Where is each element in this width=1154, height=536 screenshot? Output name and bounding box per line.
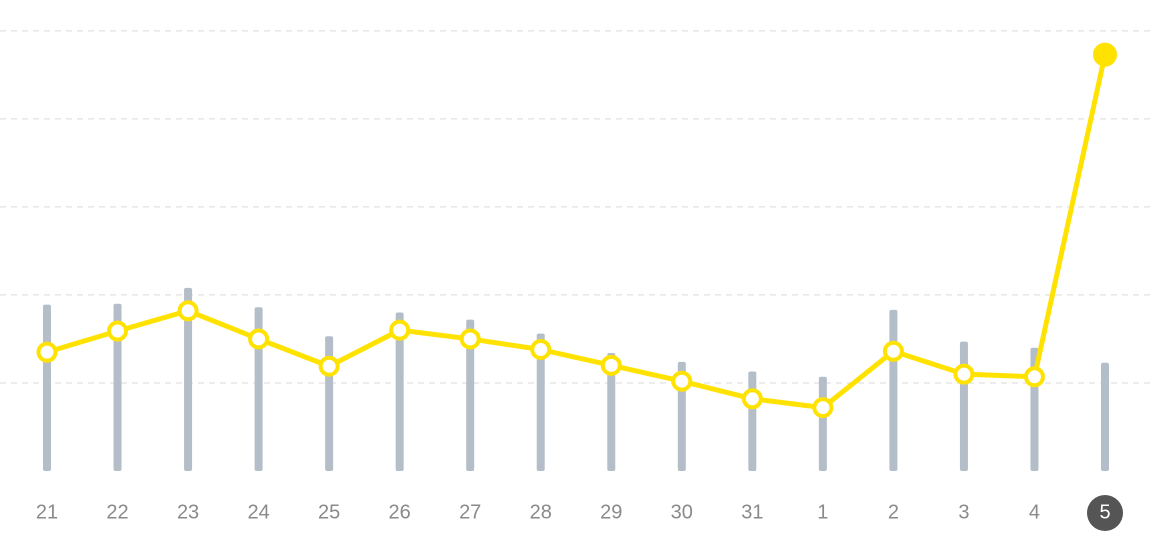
- x-tick-label: 27: [459, 501, 481, 523]
- x-tick-label: 3: [958, 501, 969, 523]
- line-point: [177, 300, 199, 322]
- bar: [818, 376, 827, 471]
- line-point: [248, 328, 270, 350]
- x-tick-label: 26: [389, 501, 411, 523]
- line-point: [36, 341, 58, 363]
- x-tick-label: 2: [888, 501, 899, 523]
- line-point: [389, 319, 411, 341]
- bar: [889, 309, 898, 471]
- x-tick-label: 23: [177, 501, 199, 523]
- line-point: [812, 397, 834, 419]
- line-point: [671, 370, 693, 392]
- line-point: [600, 354, 622, 376]
- x-tick-label: 25: [318, 501, 340, 523]
- line-point: [318, 355, 340, 377]
- x-tick-label: 21: [36, 501, 58, 523]
- line-point: [530, 339, 552, 361]
- bar: [466, 319, 475, 471]
- x-tick-label: 4: [1029, 501, 1040, 523]
- line-point: [107, 320, 129, 342]
- bar: [748, 371, 757, 471]
- bar: [113, 303, 122, 471]
- line-point: [882, 340, 904, 362]
- x-tick-label: 5: [1099, 501, 1110, 523]
- line: [46, 54, 1108, 411]
- x-tick-label: 28: [530, 501, 552, 523]
- bar: [959, 341, 968, 471]
- line-point: [953, 363, 975, 385]
- x-tick-label: 30: [671, 501, 693, 523]
- bar: [607, 353, 616, 471]
- x-tick-label: 1: [817, 501, 828, 523]
- x-tick-label: 31: [741, 501, 763, 523]
- line-point: [1093, 42, 1117, 67]
- selected-label-bg: [1087, 495, 1123, 531]
- bar: [395, 312, 404, 471]
- x-tick-label: 29: [600, 501, 622, 523]
- x-tick-label: 22: [106, 501, 128, 523]
- line-point: [1023, 366, 1045, 388]
- bar: [1101, 362, 1109, 471]
- x-tick-label: 24: [247, 501, 269, 523]
- bar: [536, 333, 545, 471]
- bar: [43, 304, 51, 471]
- bar: [184, 287, 193, 471]
- line-point: [741, 388, 763, 410]
- line-point: [459, 328, 481, 350]
